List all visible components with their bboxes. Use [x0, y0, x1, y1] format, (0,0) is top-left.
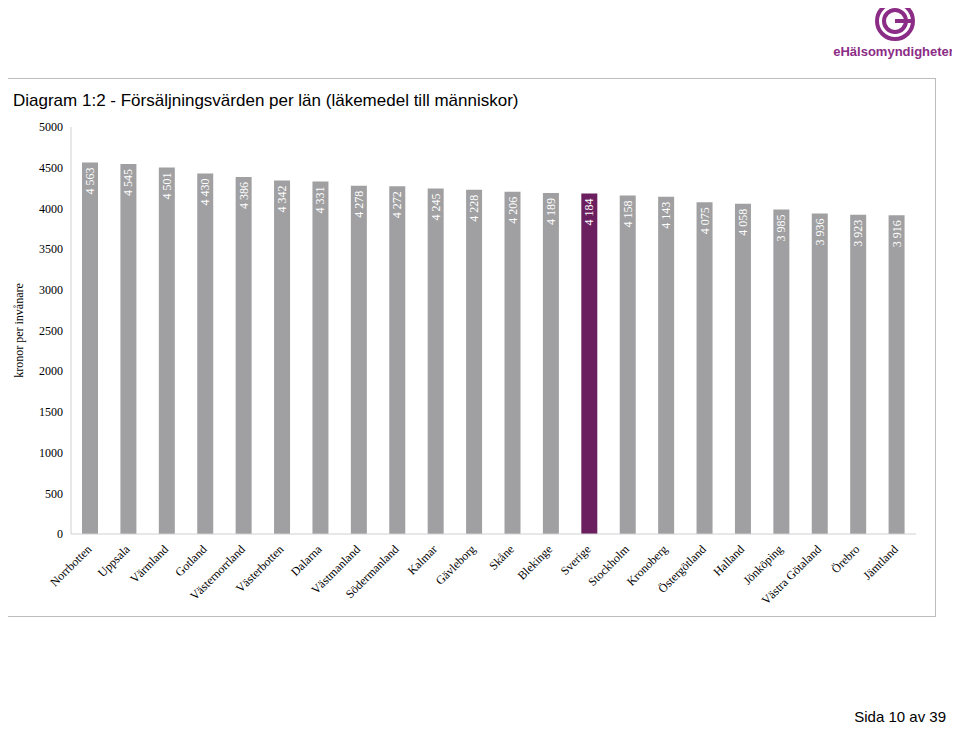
- svg-text:5000: 5000: [39, 120, 63, 134]
- svg-text:4000: 4000: [39, 202, 63, 216]
- svg-text:4 058: 4 058: [736, 209, 750, 236]
- svg-text:4 143: 4 143: [659, 202, 673, 229]
- svg-text:Kronoberg: Kronoberg: [623, 542, 671, 589]
- svg-text:Stockholm: Stockholm: [585, 542, 632, 589]
- svg-text:500: 500: [45, 487, 63, 501]
- svg-text:4 331: 4 331: [313, 186, 327, 213]
- html-text:Diagram 1:2 - Försäljningsvärd: Diagram 1:2 - Försäljningsvärden per län…: [13, 91, 519, 110]
- svg-text:4 342: 4 342: [275, 186, 289, 213]
- svg-text:Örebro: Örebro: [829, 542, 863, 576]
- svg-text:4 158: 4 158: [621, 201, 635, 228]
- svg-text:0: 0: [57, 527, 63, 541]
- svg-text:3 923: 3 923: [851, 220, 865, 247]
- svg-text:4 184: 4 184: [582, 198, 596, 225]
- svg-text:Jämtland: Jämtland: [860, 542, 901, 583]
- svg-text:4 430: 4 430: [198, 178, 212, 205]
- svg-text:Jönköping: Jönköping: [740, 542, 786, 588]
- html-text:Sida 10 av 39: Sida 10 av 39: [854, 708, 946, 725]
- svg-text:Västernorrland: Västernorrland: [187, 542, 248, 603]
- svg-text:kronor per invånare: kronor per invånare: [12, 283, 26, 378]
- svg-text:4 206: 4 206: [506, 197, 520, 224]
- svg-text:3 985: 3 985: [774, 215, 788, 242]
- svg-text:Västra Götaland: Västra Götaland: [759, 542, 824, 607]
- svg-text:Västerbotten: Västerbotten: [233, 542, 286, 595]
- svg-text:4 272: 4 272: [390, 191, 404, 218]
- svg-text:4 228: 4 228: [467, 195, 481, 222]
- svg-text:4 245: 4 245: [429, 193, 443, 220]
- svg-text:3500: 3500: [39, 242, 63, 256]
- svg-text:4 501: 4 501: [160, 173, 174, 200]
- svg-text:3 916: 3 916: [890, 220, 904, 247]
- svg-text:Södermanland: Södermanland: [343, 542, 402, 601]
- html-text:eHälsomyndigheten: eHälsomyndigheten: [833, 44, 957, 59]
- svg-text:Gotland: Gotland: [172, 542, 209, 579]
- svg-text:Sverige: Sverige: [558, 542, 594, 578]
- svg-text:Halland: Halland: [710, 542, 747, 579]
- svg-text:4 189: 4 189: [544, 198, 558, 225]
- svg-text:1000: 1000: [39, 446, 63, 460]
- svg-text:Värmland: Värmland: [127, 542, 171, 586]
- svg-text:Uppsala: Uppsala: [95, 542, 133, 580]
- svg-text:1500: 1500: [39, 405, 63, 419]
- svg-text:4 545: 4 545: [121, 169, 135, 196]
- svg-text:4 563: 4 563: [83, 168, 97, 195]
- svg-text:2500: 2500: [39, 324, 63, 338]
- svg-text:4 278: 4 278: [352, 191, 366, 218]
- svg-text:2000: 2000: [39, 364, 63, 378]
- svg-text:Kalmar: Kalmar: [405, 542, 440, 577]
- svg-text:3000: 3000: [39, 283, 63, 297]
- svg-text:Västmanland: Västmanland: [308, 542, 364, 597]
- svg-text:3 936: 3 936: [813, 219, 827, 246]
- svg-text:4500: 4500: [39, 161, 63, 175]
- svg-text:Dalarna: Dalarna: [288, 542, 325, 579]
- svg-text:Gävleborg: Gävleborg: [433, 542, 479, 588]
- svg-text:Östergötland: Östergötland: [655, 542, 709, 596]
- svg-text:Blekinge: Blekinge: [515, 542, 556, 583]
- svg-text:Norrbotten: Norrbotten: [47, 542, 94, 589]
- svg-text:4 386: 4 386: [237, 182, 251, 209]
- svg-text:4 075: 4 075: [698, 207, 712, 234]
- svg-text:Skåne: Skåne: [486, 542, 517, 573]
